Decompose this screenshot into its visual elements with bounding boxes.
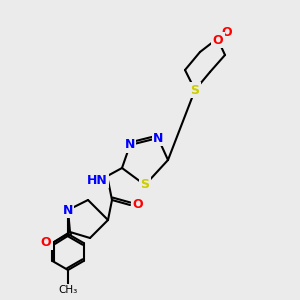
Text: O: O [133, 199, 143, 212]
Text: S: S [190, 83, 200, 97]
Text: S: S [140, 178, 149, 191]
Text: HN: HN [87, 173, 107, 187]
Text: N: N [153, 131, 163, 145]
Text: O: O [41, 236, 51, 248]
Text: N: N [125, 139, 135, 152]
Text: CH₃: CH₃ [58, 285, 78, 295]
Text: N: N [63, 203, 73, 217]
Text: O: O [222, 26, 232, 38]
Text: O: O [213, 34, 223, 46]
